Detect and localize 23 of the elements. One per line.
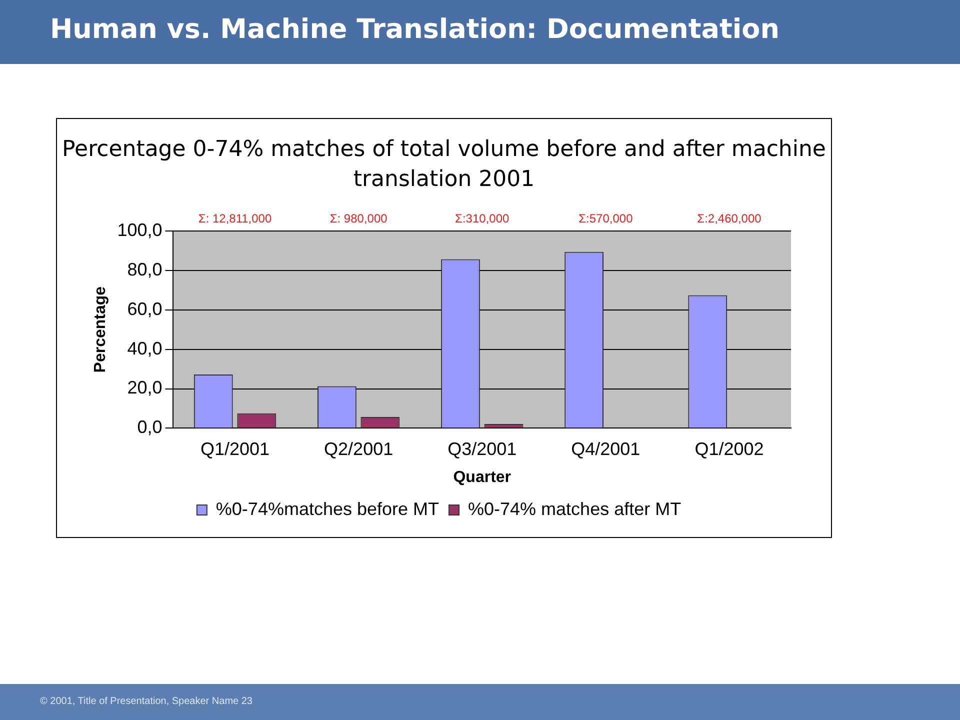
x-tick-label: Q4/2001 <box>571 438 640 459</box>
text: Σ:570,000 <box>578 211 634 226</box>
x-tick-label: Q1/2002 <box>694 438 764 459</box>
text: Σ: 980,000 <box>330 211 388 226</box>
x-tick-label: Q2/2001 <box>324 438 394 459</box>
x-axis-title: Quarter <box>453 468 512 486</box>
y-tick-label: 40,0 <box>127 338 162 358</box>
x-tick-label: Q3/2001 <box>448 438 517 459</box>
text: Σ:2,460,000 <box>697 211 762 226</box>
legend-label: %0-74% matches after MT <box>468 498 682 519</box>
legend-label: %0-74%matches before MT <box>216 498 440 519</box>
chart-title: Human vs. Machine Translation: Documentation <box>49 13 780 45</box>
text: Σ: 12,811,000 <box>198 211 272 226</box>
text: Σ:310,000 <box>455 211 510 226</box>
chart-subtitle: Percentage 0-74% matches of total volume before and after machine translation 2001 <box>61 136 827 194</box>
x-tick-label: Q1/2001 <box>200 438 270 459</box>
y-tick-label: 0,0 <box>137 417 162 438</box>
y-tick-label: 80,0 <box>127 259 162 280</box>
text: © 2001, Title of Presentation, Speaker Name 23 <box>40 696 252 707</box>
y-axis-title: Percentage <box>92 286 110 373</box>
y-tick-label: 60,0 <box>127 298 162 319</box>
y-tick-label: 20,0 <box>127 378 162 398</box>
y-tick-label: 100,0 <box>117 220 162 240</box>
